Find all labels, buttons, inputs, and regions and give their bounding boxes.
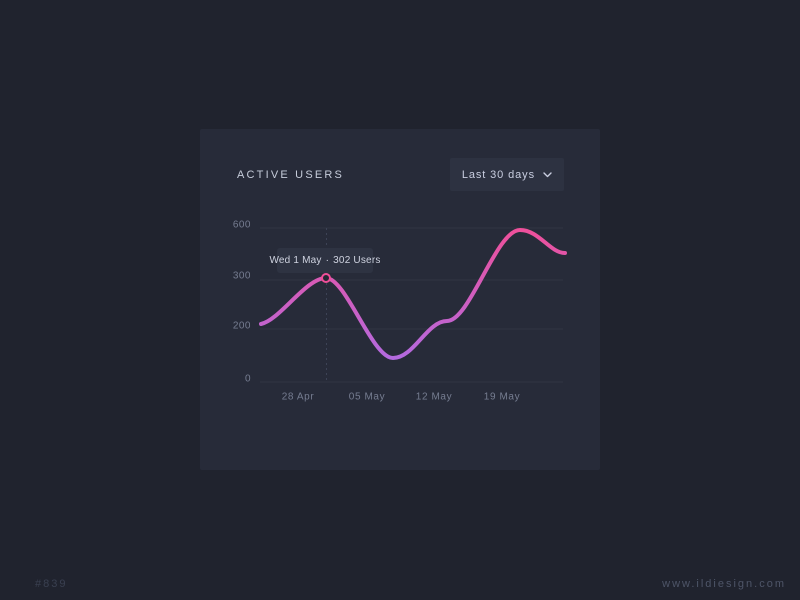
tooltip-separator: · [325, 255, 330, 266]
tooltip-value: 302 Users [333, 255, 381, 266]
active-users-card: ACTIVE USERS Last 30 days 600 30 [200, 129, 600, 470]
card-header: ACTIVE USERS Last 30 days [237, 158, 564, 191]
website-link[interactable]: www.ildiesign.com [662, 578, 786, 590]
x-tick-19may: 19 May [483, 391, 521, 403]
chart-tooltip: Wed 1 May · 302 Users [269, 248, 380, 273]
date-range-dropdown[interactable]: Last 30 days [449, 158, 564, 191]
chevron-down-icon [543, 171, 552, 177]
line-chart: 600 300 200 0 28 Apr 05 May 12 May 19 Ma… [200, 129, 600, 470]
data-point-marker[interactable] [321, 273, 331, 283]
tooltip-date: Wed 1 May [269, 255, 322, 266]
active-users-line-series [259, 228, 567, 360]
card-title: ACTIVE USERS [237, 168, 345, 181]
y-tick-200: 200 [232, 320, 251, 332]
date-range-label: Last 30 days [461, 168, 535, 181]
y-tick-600: 600 [232, 219, 251, 231]
y-tick-300: 300 [232, 270, 251, 282]
x-tick-12may: 12 May [415, 391, 453, 403]
x-tick-05may: 05 May [348, 391, 386, 403]
chart-canvas [259, 227, 567, 383]
x-tick-28apr: 28 Apr [281, 391, 315, 403]
y-tick-0: 0 [244, 373, 251, 385]
shot-number: #839 [35, 578, 68, 590]
